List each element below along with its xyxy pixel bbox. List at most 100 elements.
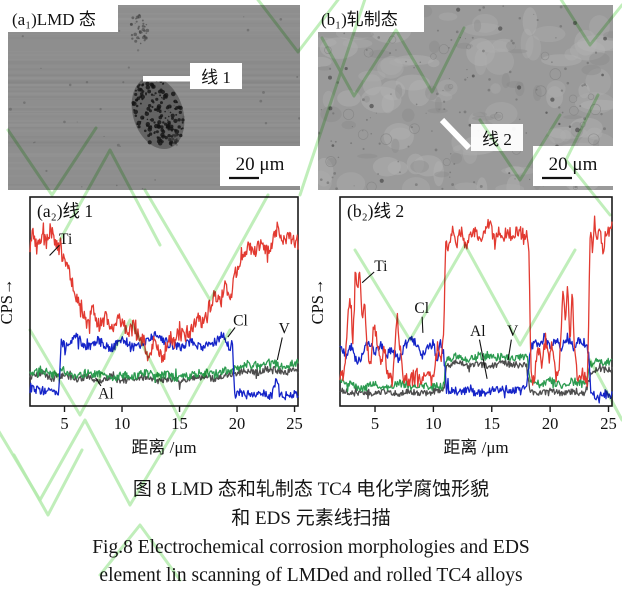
a1-pit-satellite-dot <box>175 139 179 143</box>
b1-speck <box>407 145 410 148</box>
annotation-Cl-leader <box>421 316 424 333</box>
a1-pit-dot <box>164 117 167 119</box>
a1-smudge-dot <box>131 16 135 20</box>
a1-pit-dot <box>157 136 162 141</box>
a1-pit-dot <box>137 87 142 92</box>
a1-speck <box>115 184 118 187</box>
a1-pit-dot <box>163 135 166 138</box>
a1-speck <box>116 143 120 147</box>
a1-pit-satellite-dot <box>169 137 172 141</box>
a1-pit-dot <box>175 113 178 116</box>
chart-b2-line2: 5 10 15 20 25 距离 /μm CPS→ Ti Cl Al V (b₂)线 2 <box>311 196 617 457</box>
b1-light-patch <box>492 38 516 53</box>
a1-pit-dot <box>134 114 138 117</box>
a1-pit-dot <box>145 93 147 96</box>
b1-speck <box>463 110 467 114</box>
a1-pit-dot <box>162 83 164 85</box>
b1-light-patch <box>520 28 534 59</box>
b1-light-patch <box>495 184 525 190</box>
caption-en-line1: Fig.8 Electrochemical corrosion morpholo… <box>92 537 530 558</box>
b1-speck <box>478 8 482 12</box>
b1-dark-speck <box>545 111 548 114</box>
b1-speck <box>343 32 346 35</box>
a1-smudge-dot <box>141 24 145 28</box>
b1-speck <box>495 112 498 114</box>
a1-pit-satellite-dot <box>169 139 171 142</box>
b1-light-patch <box>505 166 525 175</box>
a1-pit-dot <box>158 110 162 114</box>
b1-grain-outline <box>540 51 550 61</box>
a1-pit-satellite-dot <box>171 137 175 141</box>
micrograph-a1: 线 1 (a₁)LMD 态 20 μm <box>8 5 300 190</box>
annotation-Ti-label: Ti <box>59 231 73 248</box>
b1-dark-patch <box>450 153 463 164</box>
b1-dark-patch <box>473 19 482 32</box>
a1-pit-dot <box>175 101 178 104</box>
a1-speck <box>81 186 83 188</box>
b1-speck <box>377 173 379 175</box>
b1-dark-patch <box>563 115 582 120</box>
b1-light-patch <box>342 38 373 49</box>
a1-pit-dot <box>150 118 155 122</box>
b1-speck <box>335 187 338 190</box>
a1-pit-dot <box>140 94 145 100</box>
b1-speck <box>514 178 516 180</box>
a1-smudge-dot <box>142 22 145 25</box>
x-tick-label: 20 <box>229 414 246 433</box>
chart-title: (b₂)线 2 <box>347 201 404 221</box>
b1-speck <box>320 109 323 111</box>
a1-pit-dot <box>166 105 169 107</box>
a1-smudge-dot <box>145 28 150 33</box>
a1-speck <box>264 121 268 125</box>
b1-speck <box>558 106 561 109</box>
a1-pit-dot <box>133 109 138 115</box>
a1-pit-dot <box>168 141 173 146</box>
b1-grain-outline <box>549 68 562 80</box>
b1-light-patch <box>358 70 386 82</box>
chart-title: (a₂)线 1 <box>37 201 93 221</box>
a1-pit-dot <box>175 106 179 110</box>
chart-a2-content: 5 10 15 20 25 距离 /μm CPS→ Ti Cl V Al (a₂)线 1 <box>0 196 303 457</box>
b1-speck <box>419 61 422 64</box>
a1-pit-dot <box>159 109 162 112</box>
panel-a1-label: (a₁)LMD 态 <box>12 10 96 29</box>
a1-pit-dot <box>153 121 156 124</box>
a1-pit-dot <box>154 92 157 95</box>
x-tick-label: 20 <box>542 414 559 433</box>
b1-dark-patch <box>427 108 448 114</box>
a1-pit-dot <box>181 118 185 122</box>
a1-smudge-dot <box>141 19 144 22</box>
a1-pit-dot <box>134 92 138 97</box>
b1-dark-patch <box>410 160 430 173</box>
b1-speck <box>471 36 474 39</box>
x-tick-label: 25 <box>286 414 303 433</box>
annotation-V-label: V <box>279 321 291 338</box>
a1-smudge-dot <box>143 34 146 38</box>
b1-speck <box>449 171 452 174</box>
b1-speck <box>533 13 535 15</box>
a1-pit-dot <box>150 93 154 96</box>
a1-pit-dot <box>145 122 151 127</box>
b1-speck <box>336 81 340 84</box>
b1-dark-patch <box>341 120 356 130</box>
b1-speck <box>450 153 452 155</box>
scan-line-1-label: 线 1 <box>201 68 231 87</box>
b1-light-patch <box>372 156 401 177</box>
b1-speck <box>579 105 582 108</box>
b1-dark-patch <box>507 49 528 54</box>
a1-pit-dot <box>159 94 162 97</box>
b1-speck <box>449 176 451 178</box>
a1-smudge-dot <box>138 13 141 17</box>
a1-smudge-dot <box>143 39 146 42</box>
a1-speck <box>246 28 250 32</box>
caption-en-line2: element lin scanning of LMDed and rolled… <box>99 565 523 586</box>
b1-dark-patch <box>589 52 610 66</box>
b1-dark-speck <box>603 36 607 41</box>
b1-dark-speck <box>328 75 332 80</box>
b1-speck <box>551 61 553 64</box>
b1-speck <box>395 49 397 51</box>
a1-pit-dot <box>153 131 156 135</box>
a1-pit-dot <box>132 101 137 106</box>
a1-pit-dot <box>144 92 148 95</box>
b1-speck <box>561 111 564 114</box>
